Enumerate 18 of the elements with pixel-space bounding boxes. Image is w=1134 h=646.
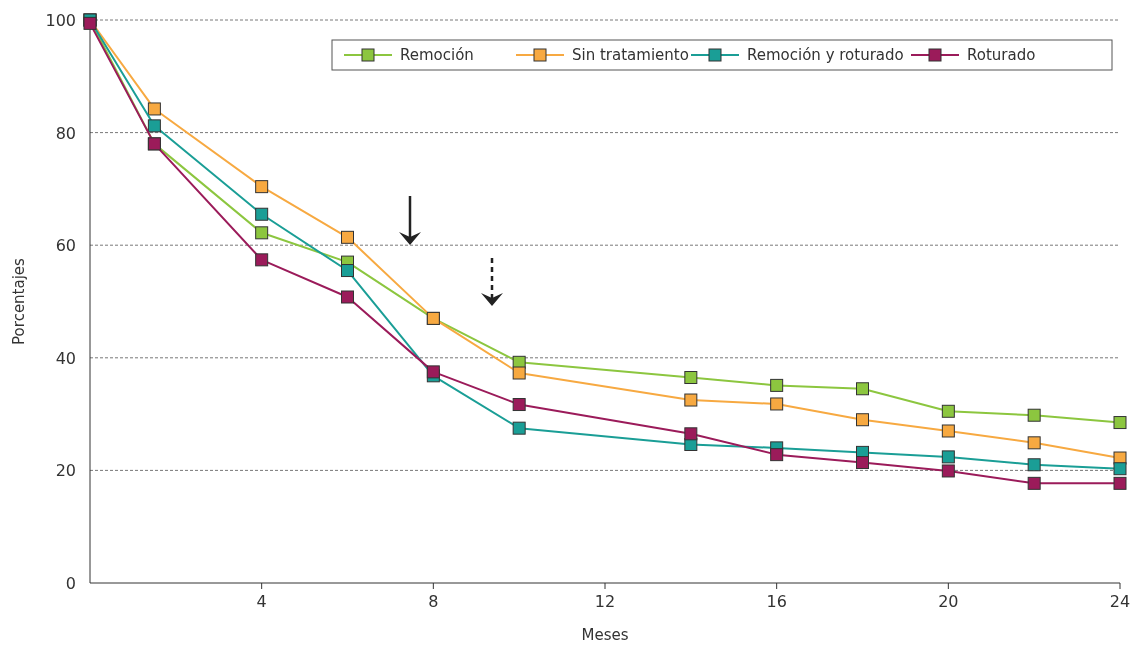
x-tick-label: 24 [1109,592,1131,611]
y-tick-label: 0 [65,574,76,593]
x-tick-label: 8 [428,592,439,611]
y-tick-label: 100 [45,11,76,30]
x-tick-label: 20 [938,592,959,611]
y-tick-label: 60 [55,236,76,256]
x-tick-label: 4 [256,592,267,611]
y-tick-label: 20 [55,461,76,481]
x-tick-label: 16 [766,592,787,611]
y-tick-label: 80 [55,123,76,143]
x-tick-label: 12 [594,592,616,611]
legend-label: Remoción [400,46,474,64]
legend-label: Sin tratamiento [572,46,689,64]
x-axis-title: Meses [581,626,629,644]
y-axis-title: Porcentajes [10,257,28,345]
legend-label: Roturado [967,46,1036,64]
legend-label: Remoción y roturado [747,46,904,64]
y-tick-label: 40 [55,348,76,368]
